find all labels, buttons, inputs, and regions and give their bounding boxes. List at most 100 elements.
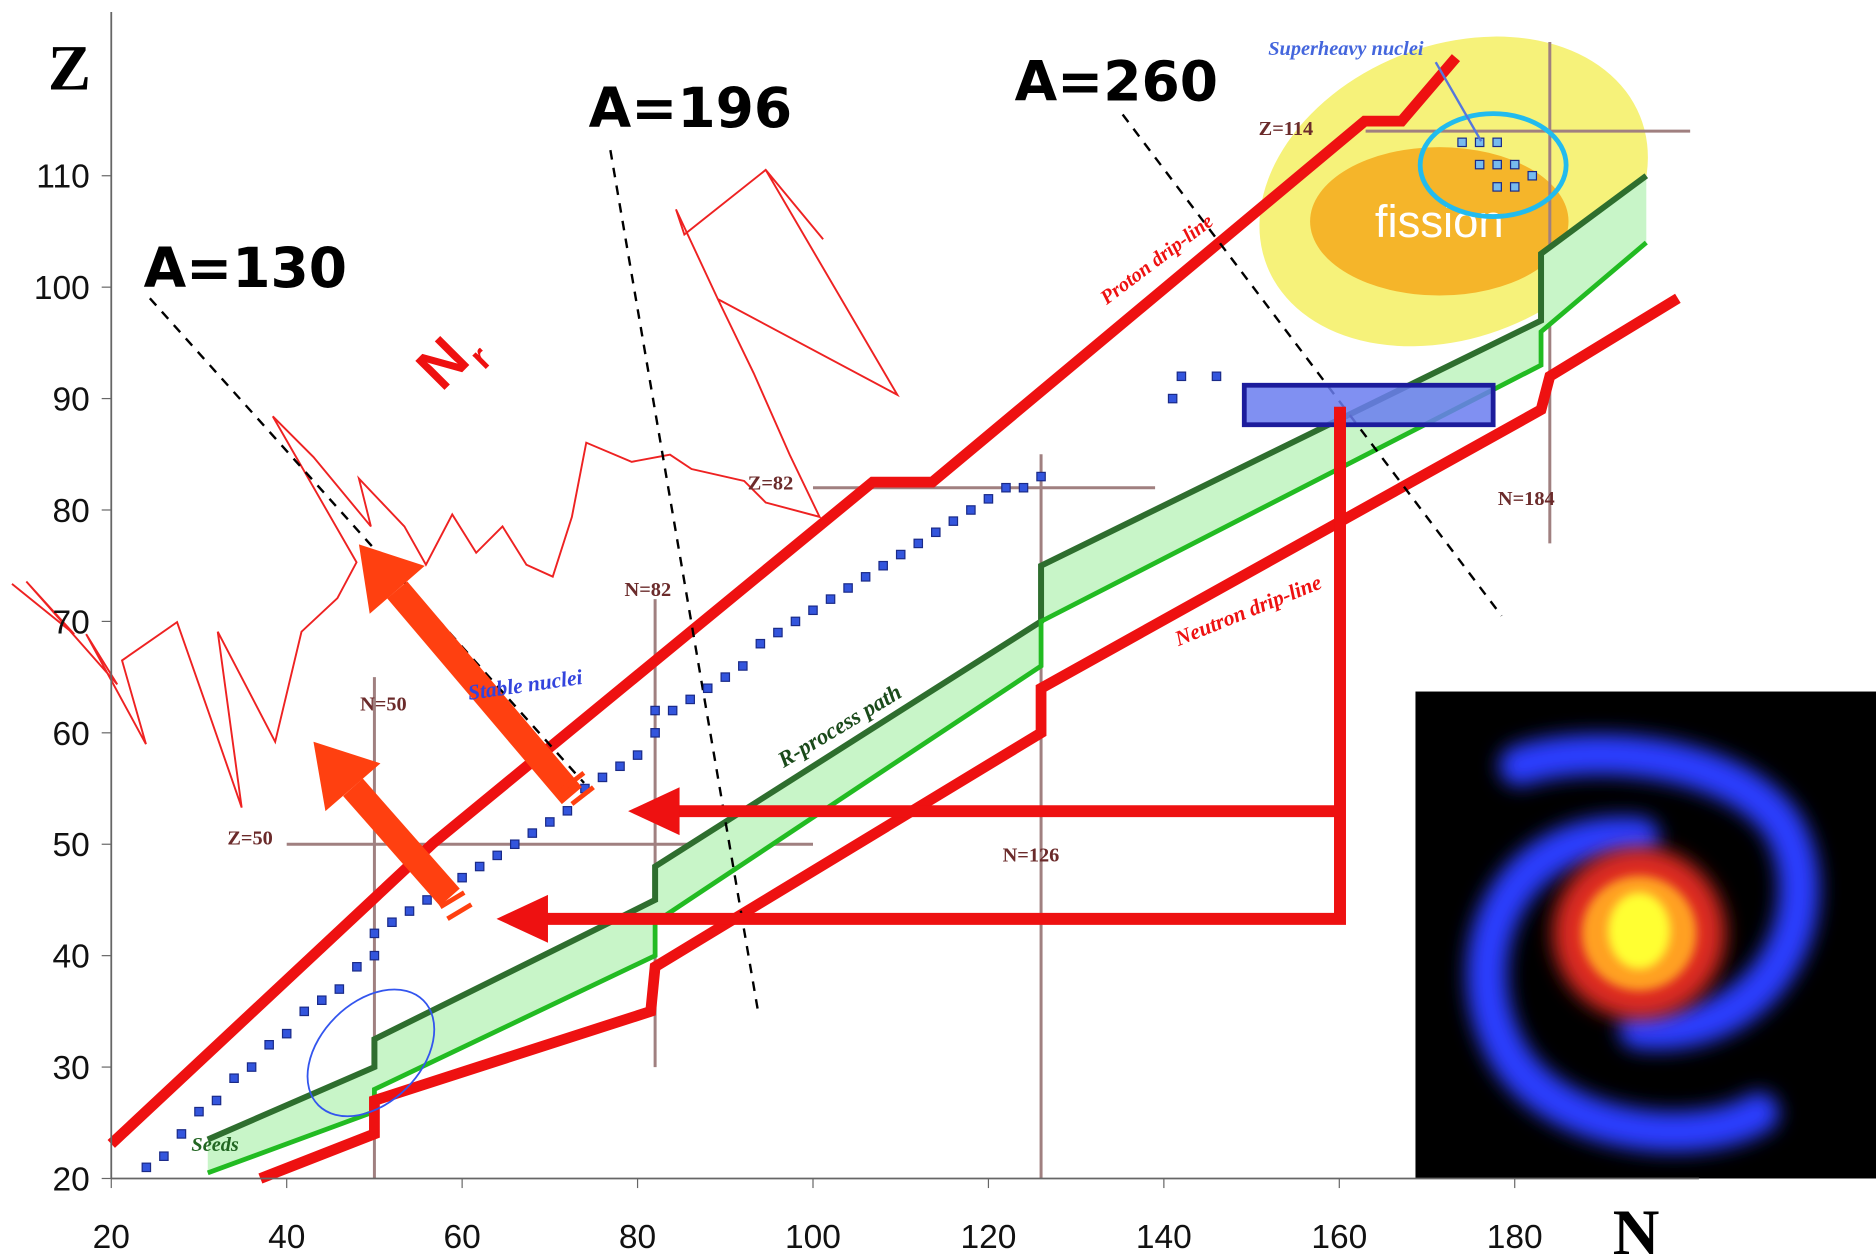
stable-nucleus xyxy=(615,761,625,772)
stable-nucleus xyxy=(281,1028,292,1039)
stable-nucleus xyxy=(895,549,906,560)
stable-nucleus xyxy=(387,917,397,928)
stable-nucleus xyxy=(1211,371,1222,382)
stable-nucleus xyxy=(369,928,380,939)
y-tick-label: 110 xyxy=(36,159,89,196)
x-tick-label: 20 xyxy=(93,1219,130,1256)
x-tick-label: 140 xyxy=(1136,1219,1192,1256)
stable-nucleus xyxy=(597,772,608,783)
superheavy-circle xyxy=(1417,111,1569,219)
stable-nucleus xyxy=(457,872,467,883)
y-tick-label: 40 xyxy=(52,939,89,976)
stable-nucleus xyxy=(159,1151,169,1161)
stable-nucleus xyxy=(790,616,801,627)
stable-nucleus xyxy=(317,995,327,1006)
drip-line xyxy=(107,54,1461,1148)
stable-nucleus xyxy=(738,661,748,671)
stable-nucleus xyxy=(334,984,345,994)
fission-label: fission xyxy=(1375,196,1504,247)
stable-nucleus xyxy=(755,638,766,649)
r-process-upper xyxy=(206,173,1649,1143)
stable-nucleus xyxy=(825,594,836,604)
magic-label: N=82 xyxy=(625,579,672,601)
magic-label: Z=82 xyxy=(748,472,793,494)
big-arrow xyxy=(387,581,582,805)
pointer xyxy=(1434,61,1483,142)
stable-nucleus xyxy=(913,538,924,549)
data-layer xyxy=(107,42,1691,1184)
stable-nucleus xyxy=(369,950,380,961)
mass-line xyxy=(148,297,585,784)
stable-nucleus xyxy=(773,627,783,638)
stable-nucleus xyxy=(650,705,660,716)
stable-nucleus xyxy=(352,962,362,972)
nr-main: N xyxy=(404,324,482,402)
mass-line-label: A=196 xyxy=(589,76,793,140)
plot-area: fission Superheavy nuclei Proton drip-li… xyxy=(11,11,1876,1260)
x-tick-label: 80 xyxy=(619,1219,656,1256)
stable-nucleus xyxy=(702,683,713,694)
y-tick-label: 70 xyxy=(52,604,89,641)
stable-nucleus xyxy=(983,494,994,504)
stable-nucleus xyxy=(246,1062,257,1072)
x-tick-label: 60 xyxy=(443,1219,480,1256)
mass-line xyxy=(1121,113,1503,617)
galaxy-image xyxy=(1415,691,1876,1179)
stable-nucleus xyxy=(1176,371,1187,382)
stable-nucleus xyxy=(632,750,643,760)
mass-line-label: A=260 xyxy=(1015,50,1219,114)
superheavy-nucleus xyxy=(1492,137,1502,148)
y-tick-label: 50 xyxy=(52,827,89,864)
x-tick-label: 180 xyxy=(1487,1219,1543,1256)
superheavy-nucleus xyxy=(1492,182,1502,192)
stable-nucleus xyxy=(527,828,538,838)
mass-line xyxy=(609,149,760,1015)
superheavy-nucleus xyxy=(1457,137,1467,148)
y-axis-label: Z xyxy=(48,32,91,104)
magic-label: Z=114 xyxy=(1259,118,1314,140)
x-tick-label: 160 xyxy=(1311,1219,1367,1256)
mass-line-label: A=130 xyxy=(144,236,348,300)
highlight-box xyxy=(1241,382,1496,428)
superheavy-nucleus xyxy=(1474,159,1485,170)
arrowhead xyxy=(496,894,548,943)
stable-nucleus xyxy=(685,694,695,705)
stable-nucleus xyxy=(194,1106,204,1117)
stable-nucleus xyxy=(1001,482,1011,493)
stable-nucleus xyxy=(720,672,731,682)
nr-label: N r xyxy=(404,324,500,402)
arrow-dash xyxy=(439,771,595,921)
superheavy-nucleus xyxy=(1492,159,1502,170)
magic-label: N=50 xyxy=(360,694,407,716)
stable-nucleus xyxy=(667,705,678,716)
arrowhead xyxy=(358,544,425,614)
stable-nucleus xyxy=(843,583,853,593)
fission-region xyxy=(1310,147,1569,296)
y-tick-label: 90 xyxy=(52,382,89,419)
stable-nucleus xyxy=(878,560,888,571)
x-tick-label: 100 xyxy=(785,1219,841,1256)
stable-nucleus xyxy=(808,605,818,616)
seeds-label: Seeds xyxy=(191,1134,239,1156)
stable-nucleus xyxy=(931,527,941,538)
stable-nucleus xyxy=(966,505,976,515)
neutron-dripline-label: Neutron drip-line xyxy=(1170,570,1325,651)
magic-label: N=126 xyxy=(1003,844,1060,866)
stable-label: Stable nuclei xyxy=(466,665,584,705)
superheavy-label: Superheavy nuclei xyxy=(1268,38,1424,60)
stable-nucleus xyxy=(948,516,959,526)
seeds-circle xyxy=(306,988,436,1118)
stable-nucleus xyxy=(492,850,503,861)
superheavy-nucleus xyxy=(1509,159,1520,170)
stable-nucleus xyxy=(264,1039,274,1050)
x-tick-label: 40 xyxy=(268,1219,305,1256)
stable-nucleus xyxy=(545,817,555,827)
arrowhead xyxy=(628,787,680,836)
stable-nucleus xyxy=(1036,471,1046,482)
stable-nucleus xyxy=(229,1073,239,1083)
y-tick-label: 60 xyxy=(52,716,89,753)
y-tick-label: 80 xyxy=(52,493,89,530)
big-arrow xyxy=(343,778,460,907)
stable-nucleus xyxy=(404,906,415,916)
